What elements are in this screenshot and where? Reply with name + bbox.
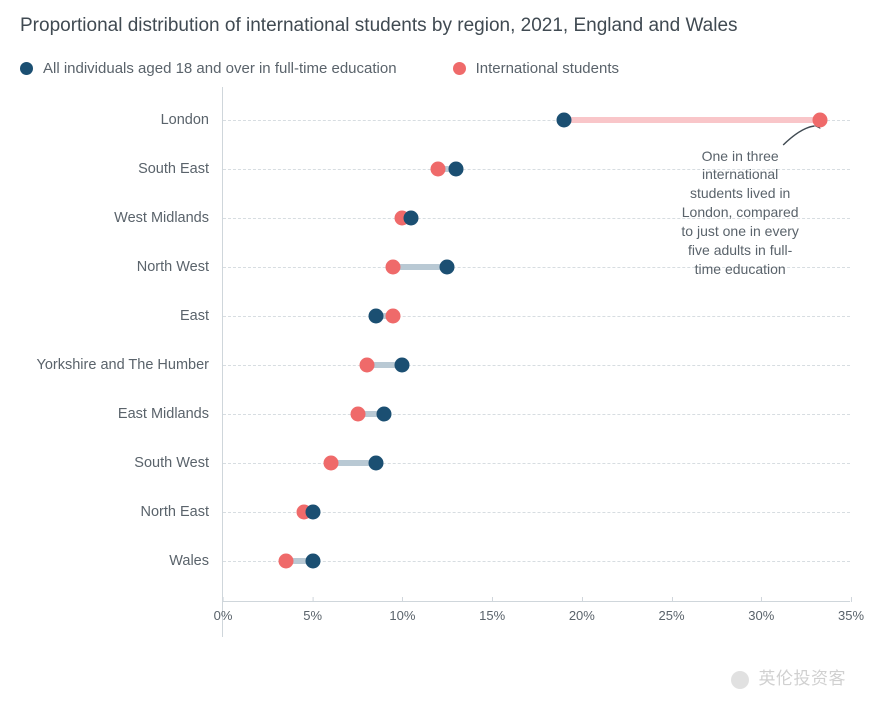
dot-international	[278, 553, 293, 568]
chart-plot-area: LondonSouth EastWest MidlandsNorth WestE…	[222, 87, 850, 637]
dot-all-individuals	[368, 308, 383, 323]
row-track	[223, 414, 850, 415]
dot-all-individuals	[368, 455, 383, 470]
legend-item-all: All individuals aged 18 and over in full…	[20, 60, 397, 77]
dot-all-individuals	[305, 553, 320, 568]
dot-international	[350, 406, 365, 421]
row-label: East	[180, 308, 223, 324]
x-tick: 15%	[479, 602, 505, 623]
dot-international	[359, 357, 374, 372]
x-axis: 0%5%10%15%20%25%30%35%	[223, 601, 850, 602]
legend-dot-intl	[453, 62, 466, 75]
row-label: North East	[141, 504, 224, 520]
chart-row: North East	[223, 503, 850, 521]
dot-all-individuals	[395, 357, 410, 372]
watermark: 英伦投资客	[731, 664, 846, 689]
row-label: London	[161, 112, 223, 128]
row-label: East Midlands	[118, 406, 223, 422]
chart-title: Proportional distribution of internation…	[20, 12, 854, 40]
dot-all-individuals	[404, 210, 419, 225]
row-label: West Midlands	[114, 210, 223, 226]
watermark-text: 英伦投资客	[759, 669, 847, 688]
dot-international	[431, 161, 446, 176]
chart-row: East	[223, 307, 850, 325]
dot-all-individuals	[305, 504, 320, 519]
row-label: South West	[134, 455, 223, 471]
row-label: Wales	[169, 553, 223, 569]
row-connector	[564, 117, 821, 123]
x-tick: 25%	[659, 602, 685, 623]
legend-dot-all	[20, 62, 33, 75]
row-label: South East	[138, 161, 223, 177]
chart-row: London	[223, 111, 850, 129]
chart-row: South West	[223, 454, 850, 472]
legend: All individuals aged 18 and over in full…	[20, 54, 854, 87]
x-tick: 30%	[748, 602, 774, 623]
legend-item-intl: International students	[453, 60, 619, 77]
dot-all-individuals	[440, 259, 455, 274]
dot-all-individuals	[449, 161, 464, 176]
row-track	[223, 316, 850, 317]
chart-row: Yorkshire and The Humber	[223, 356, 850, 374]
x-tick: 0%	[214, 602, 233, 623]
legend-label-intl: International students	[476, 60, 619, 77]
annotation-text: One in three international students live…	[675, 147, 805, 279]
watermark-logo-icon	[731, 671, 749, 689]
dot-all-individuals	[556, 112, 571, 127]
row-label: Yorkshire and The Humber	[37, 357, 224, 373]
dot-international	[386, 259, 401, 274]
legend-label-all: All individuals aged 18 and over in full…	[43, 60, 397, 77]
x-tick: 10%	[389, 602, 415, 623]
row-track	[223, 463, 850, 464]
chart-row: East Midlands	[223, 405, 850, 423]
dot-international	[813, 112, 828, 127]
x-tick: 35%	[838, 602, 864, 623]
dot-all-individuals	[377, 406, 392, 421]
x-tick: 20%	[569, 602, 595, 623]
chart-row: Wales	[223, 552, 850, 570]
x-tick: 5%	[303, 602, 322, 623]
dot-international	[386, 308, 401, 323]
dot-international	[323, 455, 338, 470]
row-label: North West	[137, 259, 223, 275]
row-track	[223, 365, 850, 366]
